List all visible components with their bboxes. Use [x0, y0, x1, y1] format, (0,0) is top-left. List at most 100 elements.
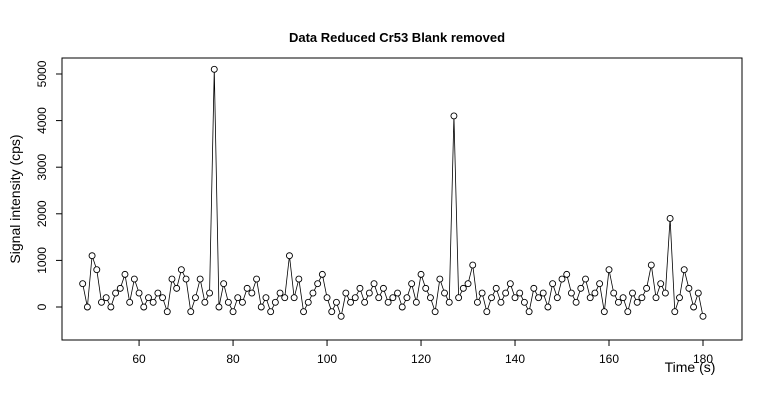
- data-point: [206, 289, 214, 297]
- data-point: [201, 298, 209, 306]
- data-point: [676, 294, 683, 302]
- data-point: [624, 308, 632, 316]
- data-point: [140, 303, 148, 311]
- data-point: [295, 275, 303, 283]
- data-point: [332, 298, 340, 306]
- data-point: [234, 294, 242, 302]
- data-point: [473, 298, 481, 306]
- data-point: [591, 289, 599, 297]
- data-point: [356, 284, 364, 292]
- data-point: [690, 303, 698, 311]
- data-point: [215, 303, 223, 311]
- data-point: [173, 284, 181, 292]
- data-point: [596, 280, 604, 288]
- data-point: [93, 266, 101, 274]
- data-point: [318, 270, 326, 278]
- data-point: [492, 284, 500, 292]
- data-point: [154, 289, 162, 297]
- data-point: [572, 298, 580, 306]
- data-point: [210, 65, 218, 73]
- data-point: [384, 298, 392, 306]
- data-point: [553, 294, 561, 302]
- data-point: [497, 298, 505, 306]
- chart-title: Data Reduced Cr53 Blank removed: [289, 30, 505, 45]
- data-point: [304, 298, 312, 306]
- data-point: [441, 289, 448, 297]
- data-point: [285, 252, 293, 260]
- data-point: [347, 298, 354, 306]
- data-point: [610, 289, 618, 297]
- y-tick-label: 2000: [35, 200, 49, 227]
- data-point: [464, 280, 472, 288]
- data-point: [478, 289, 486, 297]
- data-point: [666, 215, 674, 222]
- data-point: [337, 312, 345, 320]
- data-point: [323, 294, 331, 302]
- data-point: [271, 298, 279, 306]
- data-point: [351, 294, 359, 302]
- data-point: [309, 289, 317, 297]
- data-point: [483, 308, 491, 316]
- x-tick-label: 180: [693, 352, 713, 366]
- data-point: [638, 294, 646, 302]
- data-point: [671, 308, 679, 316]
- data-point: [436, 275, 444, 283]
- y-tick-label: 1000: [35, 247, 49, 274]
- data-point: [506, 280, 514, 288]
- data-point: [229, 308, 237, 316]
- x-tick-label: 100: [317, 352, 337, 366]
- data-point: [394, 289, 401, 297]
- data-point: [605, 266, 613, 274]
- data-point: [135, 289, 143, 297]
- data-point: [652, 294, 660, 302]
- data-point: [657, 280, 665, 288]
- data-point: [643, 284, 651, 292]
- y-tick-label: 4000: [35, 107, 49, 134]
- data-point: [417, 270, 425, 278]
- data-point: [619, 294, 627, 302]
- data-point: [243, 284, 251, 292]
- data-point: [187, 308, 195, 316]
- data-point: [647, 261, 655, 269]
- data-point: [182, 275, 190, 283]
- data-point: [530, 284, 538, 292]
- data-point: [116, 284, 124, 292]
- data-point: [600, 308, 608, 316]
- data-point: [412, 298, 420, 306]
- data-point: [450, 112, 458, 120]
- data-point: [389, 294, 397, 302]
- data-point: [422, 284, 430, 292]
- data-point: [694, 289, 702, 297]
- data-point: [177, 266, 185, 274]
- data-point: [145, 294, 152, 302]
- data-point: [431, 308, 439, 316]
- data-point: [248, 289, 256, 297]
- x-axis-label: Time (s): [665, 359, 716, 375]
- x-tick-label: 60: [132, 352, 146, 366]
- data-point: [290, 294, 298, 302]
- data-point: [192, 294, 199, 302]
- data-point: [699, 312, 707, 320]
- x-tick-label: 120: [411, 352, 431, 366]
- data-point: [502, 289, 510, 297]
- data-point: [168, 275, 176, 283]
- data-point: [582, 275, 589, 283]
- data-point: [149, 298, 157, 306]
- x-tick-label: 140: [505, 352, 525, 366]
- data-point: [469, 261, 477, 269]
- data-point: [267, 308, 275, 316]
- data-point: [257, 303, 265, 311]
- data-point: [408, 280, 416, 288]
- data-point: [520, 298, 528, 306]
- data-point: [680, 266, 688, 274]
- data-point: [511, 294, 519, 302]
- data-point: [163, 308, 171, 316]
- y-axis-label: Signal intensity (cps): [7, 134, 23, 263]
- data-point: [220, 280, 228, 288]
- data-point: [130, 275, 138, 283]
- data-point: [121, 270, 129, 278]
- data-point: [567, 289, 575, 297]
- data-point: [549, 280, 557, 288]
- data-point: [586, 294, 594, 302]
